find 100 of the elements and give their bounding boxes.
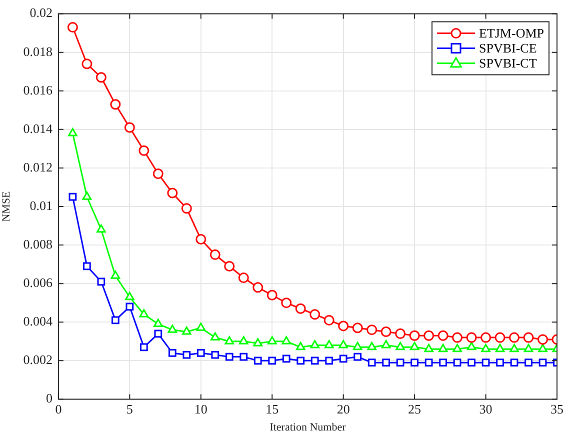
legend-label: SPVBI-CT: [478, 56, 537, 71]
point: [310, 340, 320, 348]
point: [410, 342, 420, 350]
point: [252, 282, 264, 293]
point: [224, 260, 235, 272]
x-tick-label: 30: [479, 401, 492, 416]
y-tick-label: 0.004: [23, 314, 53, 329]
point: [524, 344, 534, 352]
point: [96, 224, 106, 233]
point: [395, 328, 406, 339]
point: [211, 350, 220, 359]
point: [296, 342, 306, 350]
point: [538, 358, 547, 367]
point: [224, 336, 234, 344]
point: [366, 324, 378, 336]
x-tick-label: 15: [266, 401, 279, 416]
point: [367, 342, 376, 350]
legend-label: SPVBI-CE: [478, 40, 537, 56]
x-tick-label: 25: [408, 401, 422, 416]
point: [452, 332, 463, 343]
point: [480, 332, 492, 343]
point: [524, 358, 532, 367]
point: [295, 303, 306, 314]
point: [496, 358, 504, 367]
point: [140, 343, 148, 352]
point: [253, 338, 263, 346]
point: [168, 324, 178, 333]
point: [495, 344, 505, 352]
point: [126, 302, 134, 311]
point: [452, 344, 462, 352]
point: [439, 358, 447, 367]
point: [240, 352, 248, 361]
x-tick-label: 10: [194, 401, 208, 416]
point: [481, 344, 490, 352]
point: [68, 192, 77, 201]
point: [482, 358, 490, 367]
point: [196, 234, 206, 245]
point: [509, 332, 520, 343]
x-axis-title: Iteration Number: [270, 421, 346, 434]
legend-label: ETJM-OMP: [478, 26, 544, 41]
point: [254, 356, 262, 365]
y-tick-label: 0.018: [23, 44, 52, 59]
point: [338, 340, 348, 348]
point: [139, 309, 149, 318]
point: [124, 122, 135, 133]
point: [468, 358, 476, 367]
point: [238, 272, 249, 284]
point: [466, 342, 476, 350]
point: [424, 358, 433, 367]
point: [210, 332, 220, 341]
point: [510, 344, 519, 352]
point: [494, 332, 506, 343]
point: [68, 128, 78, 136]
point: [368, 358, 376, 367]
point: [154, 330, 162, 338]
point: [438, 344, 448, 352]
point: [168, 349, 176, 357]
point: [196, 349, 205, 357]
point: [310, 309, 320, 320]
point: [83, 262, 91, 270]
point: [82, 58, 92, 70]
point: [110, 99, 121, 110]
point: [210, 249, 220, 260]
point: [238, 336, 248, 344]
point: [339, 354, 348, 363]
point: [338, 320, 349, 332]
point: [167, 188, 178, 198]
y-tick-label: 0.006: [23, 275, 53, 290]
point: [282, 336, 292, 344]
y-tick-label: 0.02: [30, 5, 52, 20]
point: [267, 336, 277, 344]
y-tick-label: 0.012: [23, 159, 52, 174]
point: [67, 22, 78, 33]
point: [380, 326, 392, 338]
point: [424, 330, 434, 341]
point: [424, 344, 434, 352]
point: [438, 330, 448, 341]
point: [310, 356, 319, 365]
x-tick-label: 20: [336, 401, 350, 416]
y-tick-label: 0.016: [23, 82, 53, 98]
point: [538, 334, 548, 345]
point: [396, 358, 404, 367]
point: [97, 278, 106, 286]
point: [266, 290, 278, 300]
point: [325, 356, 334, 365]
y-tick-label: 0.008: [23, 236, 52, 252]
point: [324, 314, 334, 326]
point: [410, 358, 418, 367]
point: [296, 356, 305, 365]
point: [154, 318, 163, 328]
point: [466, 332, 477, 343]
point: [352, 342, 362, 350]
point: [538, 344, 548, 352]
point: [510, 358, 518, 367]
point: [110, 270, 120, 279]
point: [268, 356, 276, 365]
y-tick-label: 0.014: [23, 120, 53, 136]
y-tick-label: 0.002: [23, 352, 52, 368]
point: [324, 340, 334, 348]
point: [396, 342, 405, 350]
